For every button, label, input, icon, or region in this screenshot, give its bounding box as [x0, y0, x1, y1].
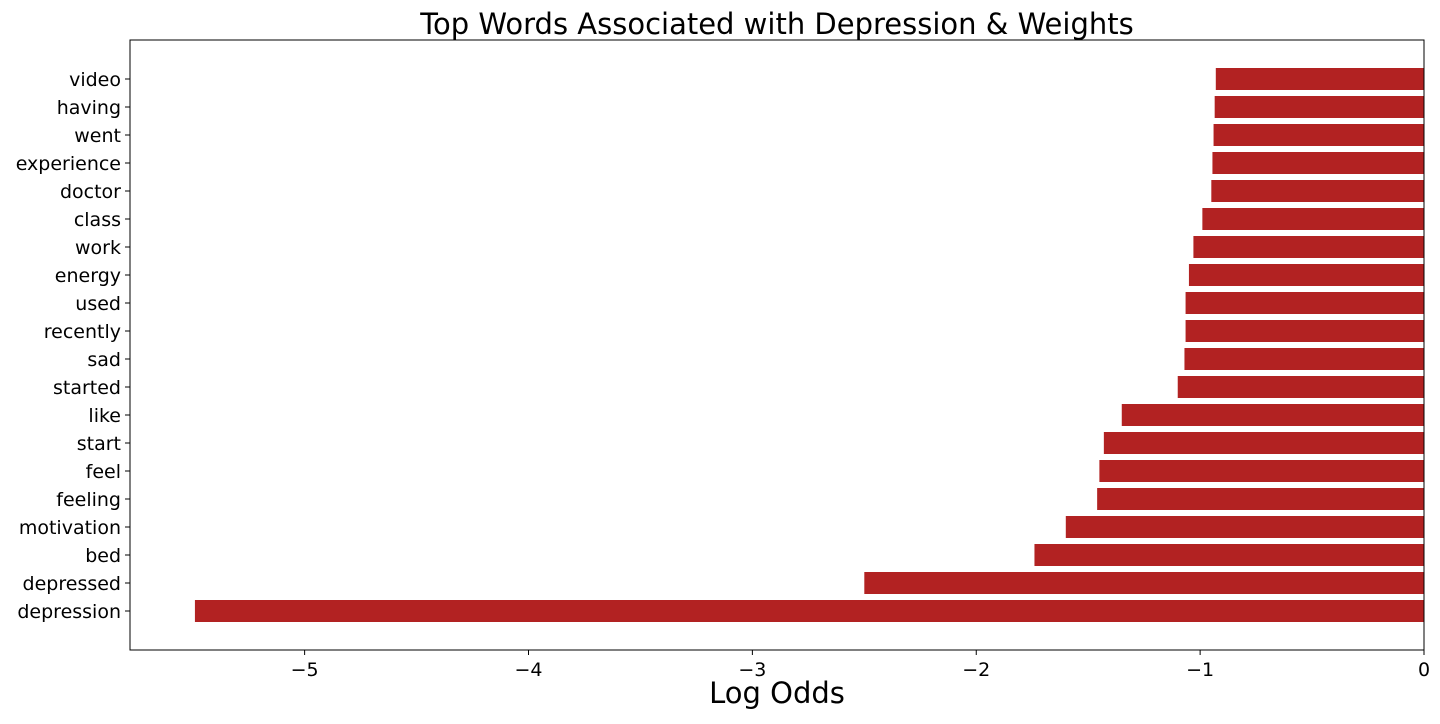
y-tick-label: start	[77, 433, 121, 455]
y-tick-label: energy	[55, 265, 121, 287]
y-tick-label: having	[57, 97, 121, 119]
x-tick-label: −1	[1186, 659, 1214, 681]
x-tick-label: 0	[1418, 659, 1430, 681]
x-axis-label: Log Odds	[709, 676, 845, 710]
y-tick-label: feeling	[56, 489, 121, 511]
y-tick-label: depressed	[23, 573, 121, 595]
x-tick-label: −3	[738, 659, 766, 681]
x-tick-label: −5	[291, 659, 319, 681]
bar-video	[1215, 68, 1424, 90]
y-tick-label: experience	[16, 153, 121, 175]
bar-work	[1193, 236, 1424, 258]
bar-went	[1213, 124, 1424, 146]
y-tick-label: video	[69, 69, 121, 91]
y-tick-label: like	[88, 405, 121, 427]
bar-having	[1214, 96, 1424, 118]
bar-feel	[1099, 460, 1424, 482]
plot-frame	[129, 39, 1425, 651]
chart-title: Top Words Associated with Depression & W…	[419, 7, 1133, 41]
y-tick-label: depression	[17, 601, 121, 623]
y-tick-label: work	[75, 237, 121, 259]
y-tick-label: bed	[85, 545, 121, 567]
bar-sad	[1184, 348, 1424, 370]
y-tick-label: feel	[86, 461, 121, 483]
y-tick-label: sad	[87, 349, 121, 371]
bar-experience	[1212, 152, 1424, 174]
bar-bed	[1034, 544, 1424, 566]
bar-class	[1202, 208, 1424, 230]
x-tick-label: −2	[962, 659, 990, 681]
y-tick-label: went	[74, 125, 121, 147]
x-tick-label: −4	[514, 659, 542, 681]
bar-feeling	[1097, 488, 1424, 510]
bar-motivation	[1065, 516, 1424, 538]
y-tick-label: recently	[44, 321, 121, 343]
bar-used	[1185, 292, 1424, 314]
y-tick-label: doctor	[60, 181, 121, 203]
bar-like	[1121, 404, 1424, 426]
bar-started	[1177, 376, 1424, 398]
y-axis-ticks: depression depressed bed motivation feeling f…	[16, 69, 130, 623]
y-tick-label: started	[53, 377, 121, 399]
bars-layer	[194, 68, 1425, 622]
y-tick-label: used	[75, 293, 121, 315]
bar-start	[1103, 432, 1424, 454]
y-tick-label: motivation	[19, 517, 121, 539]
bar-recently	[1185, 320, 1424, 342]
bar-depression	[194, 600, 1425, 622]
x-axis-ticks: −5 −4 −3 −2 −1 0	[291, 650, 1430, 681]
bar-doctor	[1211, 180, 1424, 202]
y-tick-label: class	[74, 209, 121, 231]
bar-energy	[1188, 264, 1424, 286]
bar-depressed	[864, 572, 1424, 594]
